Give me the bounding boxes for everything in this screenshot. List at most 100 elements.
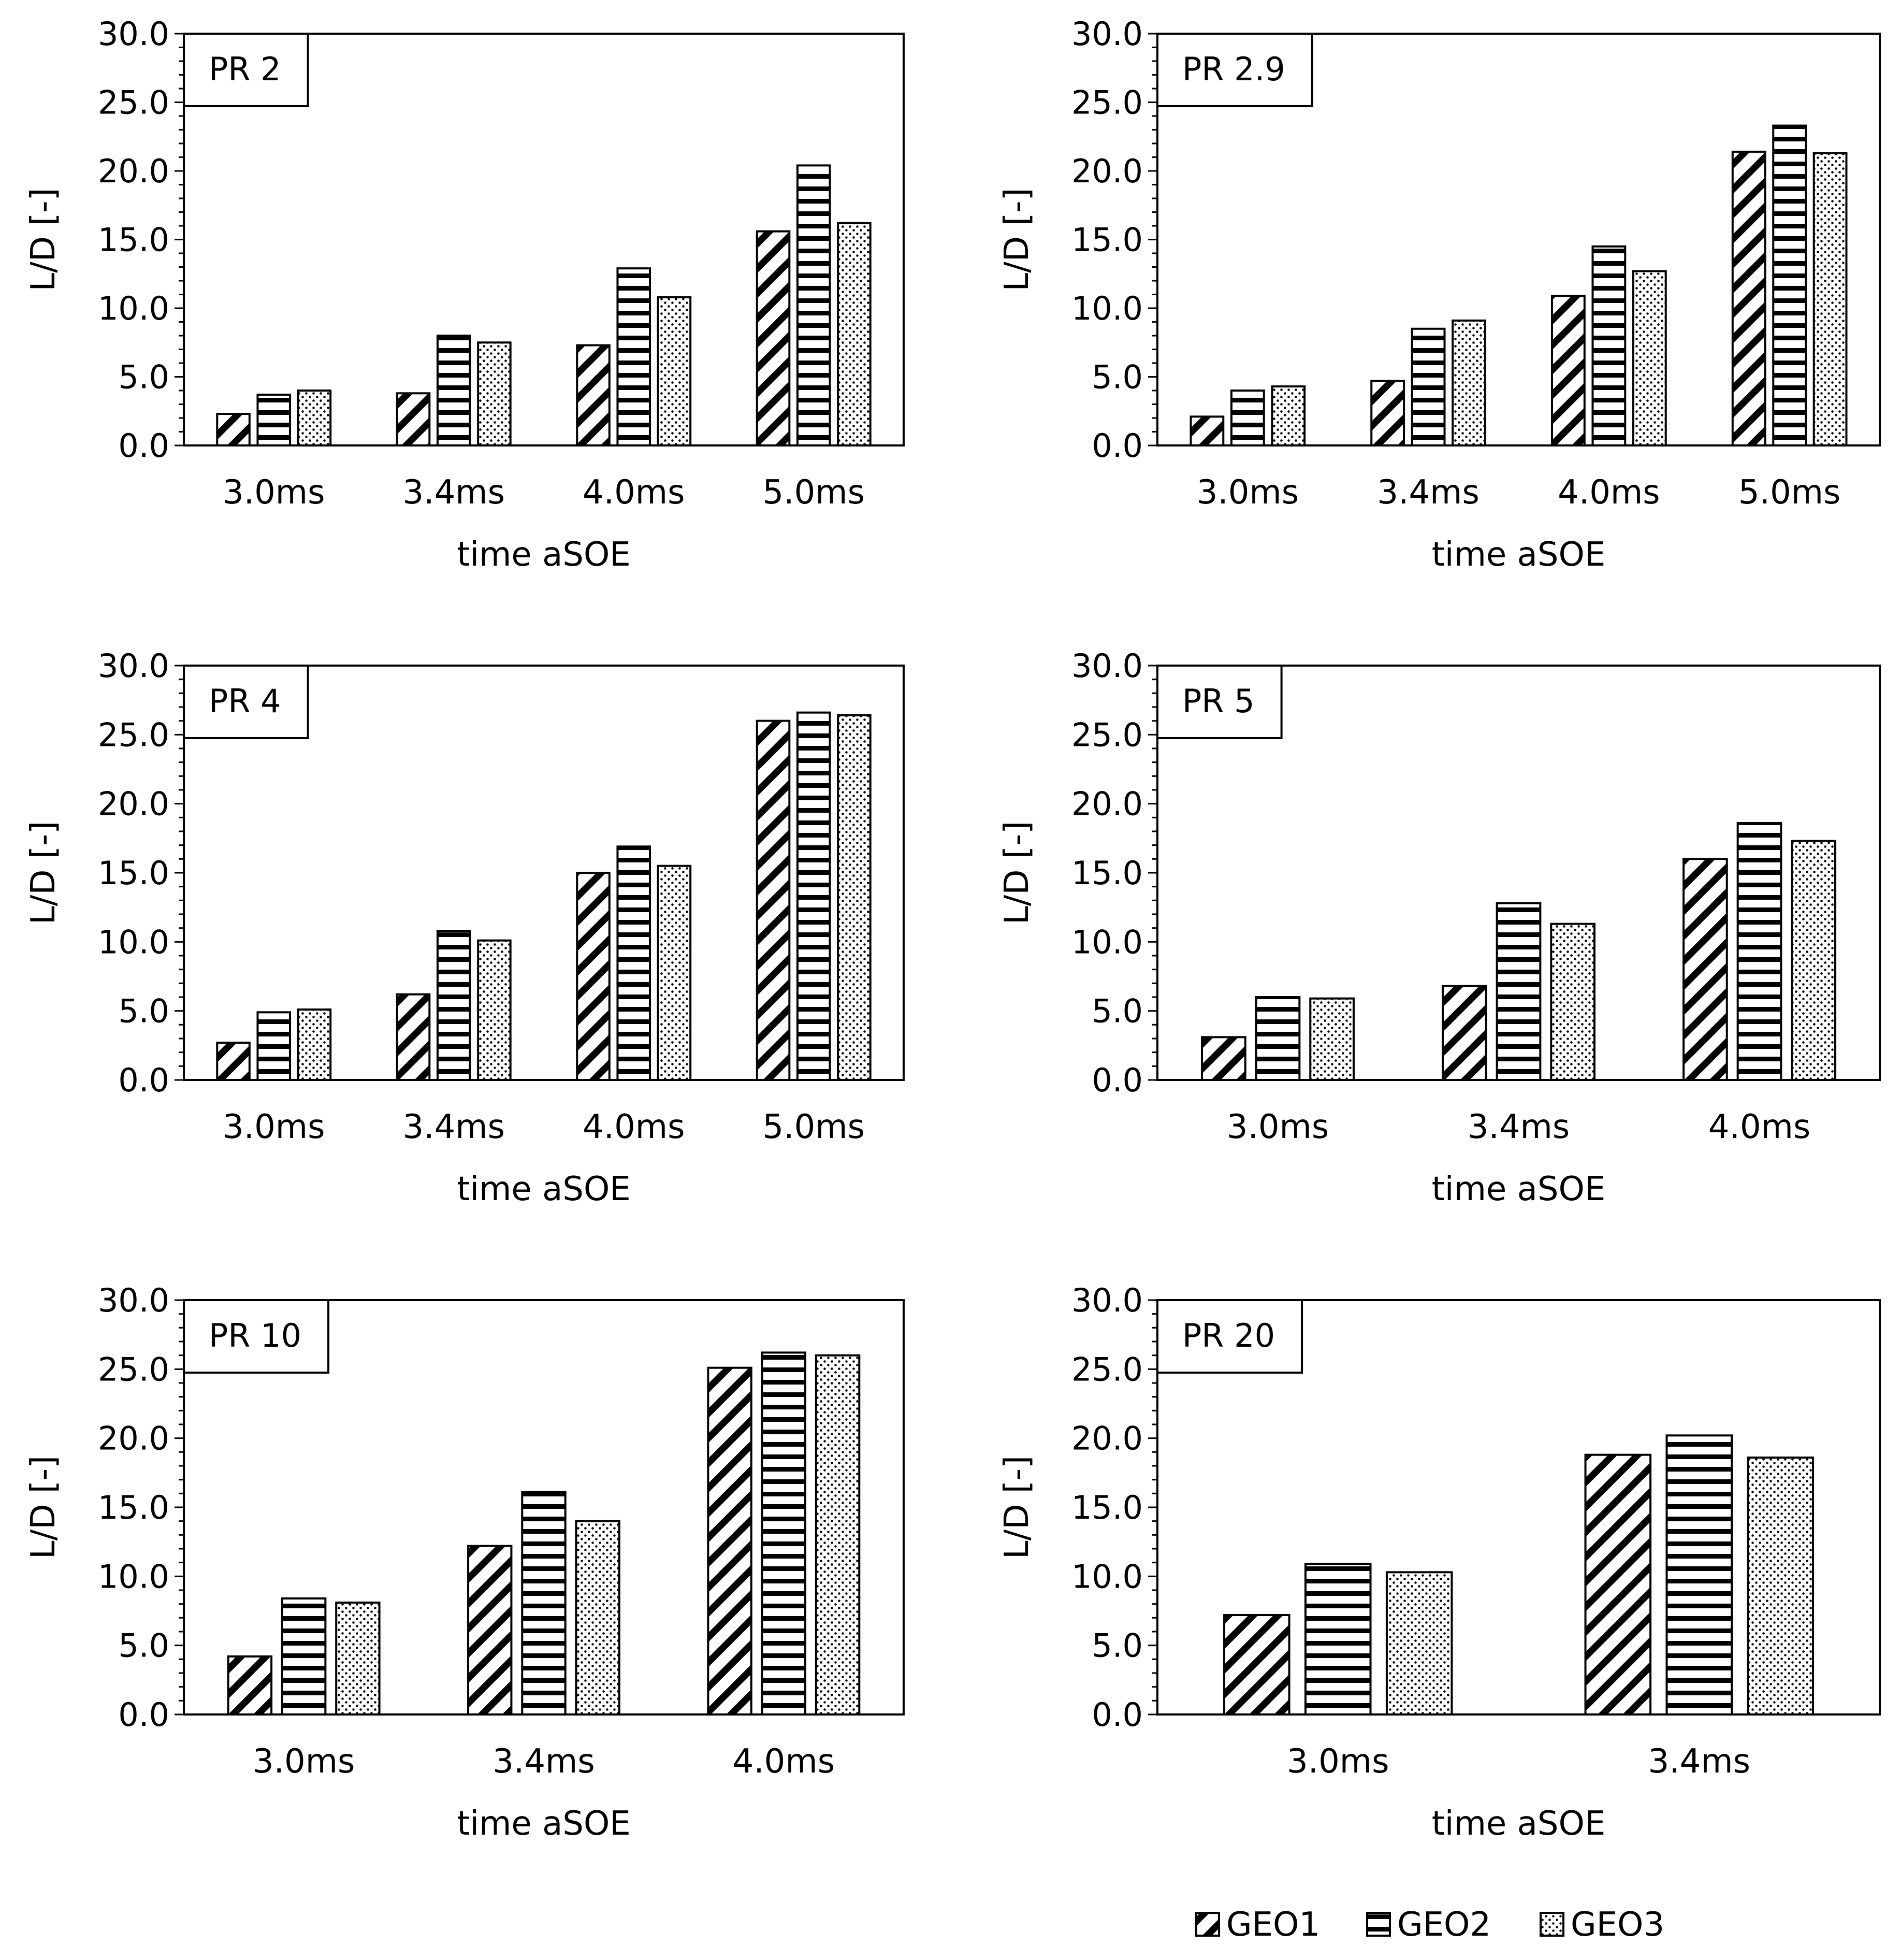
panel-title-box — [183, 665, 309, 739]
x-axis-label: time aSOE — [1432, 1170, 1606, 1208]
y-tick-label: 30.0 — [98, 647, 169, 685]
x-tick-label: 3.0ms — [223, 473, 325, 512]
y-tick-label: 15.0 — [1071, 221, 1143, 259]
bar-geo1-3-0ms — [216, 1042, 251, 1081]
x-axis-label: time aSOE — [457, 1805, 631, 1843]
x-axis-label: time aSOE — [1432, 536, 1606, 574]
bar-geo1-4-0ms — [707, 1366, 752, 1716]
y-tick-label: 20.0 — [1071, 785, 1143, 823]
legend-swatch-geo3 — [1540, 1912, 1564, 1937]
plot-area-frame — [183, 1299, 905, 1716]
y-axis-label: L/D [-] — [998, 1455, 1036, 1559]
x-tick-label: 3.4ms — [1377, 473, 1479, 512]
x-tick-label: 3.4ms — [1648, 1742, 1750, 1781]
x-tick-label: 5.0ms — [1738, 473, 1840, 512]
chart-panel: 0.0 5.0 10.0 15.0 20.0 25.0 30.0 3.0ms 3.4ms 4.0m… — [24, 15, 905, 574]
bar-geo1-3-0ms — [1190, 415, 1225, 446]
y-tick-label: 5.0 — [1092, 1627, 1143, 1665]
panel-title: PR 10 — [209, 1317, 301, 1354]
y-tick-label: 10.0 — [98, 290, 169, 327]
plot-area-frame — [1156, 665, 1881, 1081]
bar-geo2-3-4ms — [1411, 327, 1446, 446]
bar-geo2-5-0ms — [1772, 124, 1807, 447]
x-tick-label: 3.0ms — [1227, 1108, 1329, 1146]
bar-geo3-3-0ms — [1271, 385, 1306, 446]
x-axis-label: time aSOE — [457, 536, 631, 574]
x-tick-label: 5.0ms — [763, 1108, 865, 1146]
y-tick-label: 15.0 — [1071, 1489, 1143, 1526]
y-tick-label: 5.0 — [1092, 992, 1143, 1030]
x-tick-label: 4.0ms — [1708, 1108, 1810, 1146]
y-tick-label: 30.0 — [1071, 647, 1143, 685]
y-tick-label: 30.0 — [1071, 1281, 1143, 1319]
y-tick-label: 30.0 — [1071, 15, 1143, 53]
y-axis-label: L/D [-] — [998, 821, 1036, 925]
bar-geo3-4-0ms — [1791, 840, 1836, 1081]
bar-geo2-5-0ms — [796, 164, 831, 446]
legend: GEO1 GEO2 GEO3 — [1195, 1906, 1664, 1944]
bar-geo1-3-4ms — [1584, 1453, 1652, 1716]
chart-panel: 0.0 5.0 10.0 15.0 20.0 25.0 30.0 3.0ms 3.4ms 4.0m… — [998, 15, 1881, 574]
y-tick-label: 5.0 — [1092, 358, 1143, 396]
panel-title: PR 2 — [209, 50, 281, 88]
bar-geo3-5-0ms — [1812, 152, 1848, 446]
y-axis-label: L/D [-] — [24, 188, 63, 292]
bar-geo1-4-0ms — [576, 872, 611, 1081]
legend-label-geo3: GEO3 — [1571, 1906, 1664, 1944]
x-tick-label: 3.0ms — [253, 1742, 355, 1781]
bar-geo1-3-0ms — [1223, 1614, 1290, 1716]
bar-geo2-3-0ms — [1255, 996, 1301, 1081]
legend-label-geo1: GEO1 — [1226, 1906, 1320, 1944]
bar-geo3-3-4ms — [477, 939, 512, 1081]
bar-geo3-4-0ms — [657, 864, 692, 1081]
bar-geo1-3-0ms — [227, 1655, 273, 1716]
bar-geo2-4-0ms — [1736, 822, 1782, 1081]
bar-geo2-4-0ms — [616, 845, 651, 1082]
x-axis-label: time aSOE — [1432, 1805, 1606, 1843]
x-tick-label: 3.4ms — [403, 473, 505, 512]
y-tick-label: 0.0 — [1092, 1061, 1143, 1099]
bar-geo3-4-0ms — [815, 1354, 861, 1716]
x-tick-label: 3.4ms — [403, 1108, 505, 1146]
plot-area-frame — [183, 665, 905, 1081]
y-tick-label: 30.0 — [98, 1281, 169, 1319]
bar-geo3-3-4ms — [477, 341, 512, 446]
legend-swatch-geo1 — [1195, 1912, 1220, 1937]
y-tick-label: 20.0 — [1071, 1420, 1143, 1458]
x-tick-label: 5.0ms — [763, 473, 865, 512]
bar-geo1-4-0ms — [1683, 858, 1728, 1082]
y-tick-label: 10.0 — [1071, 923, 1143, 961]
y-tick-label: 5.0 — [118, 358, 169, 396]
panel-title-box — [1156, 665, 1283, 739]
bar-geo1-4-0ms — [576, 344, 611, 446]
y-tick-label: 30.0 — [98, 15, 169, 53]
y-tick-label: 15.0 — [98, 854, 169, 892]
x-tick-label: 4.0ms — [583, 473, 685, 512]
y-tick-label: 25.0 — [98, 716, 169, 754]
chart-panel: 0.0 5.0 10.0 15.0 20.0 25.0 30.0 3.0ms 3.4ms PR 2… — [998, 1281, 1881, 1843]
bar-geo3-3-4ms — [1550, 923, 1596, 1081]
x-tick-label: 4.0ms — [583, 1108, 685, 1146]
bar-geo2-3-0ms — [1230, 390, 1265, 446]
legend-label-geo2: GEO2 — [1397, 1906, 1491, 1944]
y-tick-label: 25.0 — [1071, 716, 1143, 754]
y-tick-label: 10.0 — [98, 923, 169, 961]
y-tick-label: 0.0 — [118, 1696, 169, 1734]
panel-title-box — [1156, 33, 1313, 107]
y-axis-label: L/D [-] — [24, 821, 63, 925]
y-axis-label: L/D [-] — [998, 188, 1036, 292]
panel-title: PR 2.9 — [1182, 50, 1285, 88]
bar-geo3-3-4ms — [1747, 1457, 1814, 1716]
bar-geo1-5-0ms — [756, 230, 791, 446]
y-tick-label: 0.0 — [118, 1061, 169, 1099]
y-tick-label: 5.0 — [118, 1627, 169, 1665]
y-tick-label: 10.0 — [1071, 290, 1143, 327]
x-tick-label: 3.0ms — [223, 1108, 325, 1146]
y-tick-label: 5.0 — [118, 992, 169, 1030]
x-axis-label: time aSOE — [457, 1170, 631, 1208]
legend-swatch-geo2 — [1366, 1912, 1391, 1937]
y-axis-label: L/D [-] — [24, 1455, 63, 1559]
x-tick-label: 3.0ms — [1197, 473, 1299, 512]
bar-geo2-3-4ms — [521, 1491, 567, 1716]
bar-geo1-5-0ms — [756, 719, 791, 1081]
